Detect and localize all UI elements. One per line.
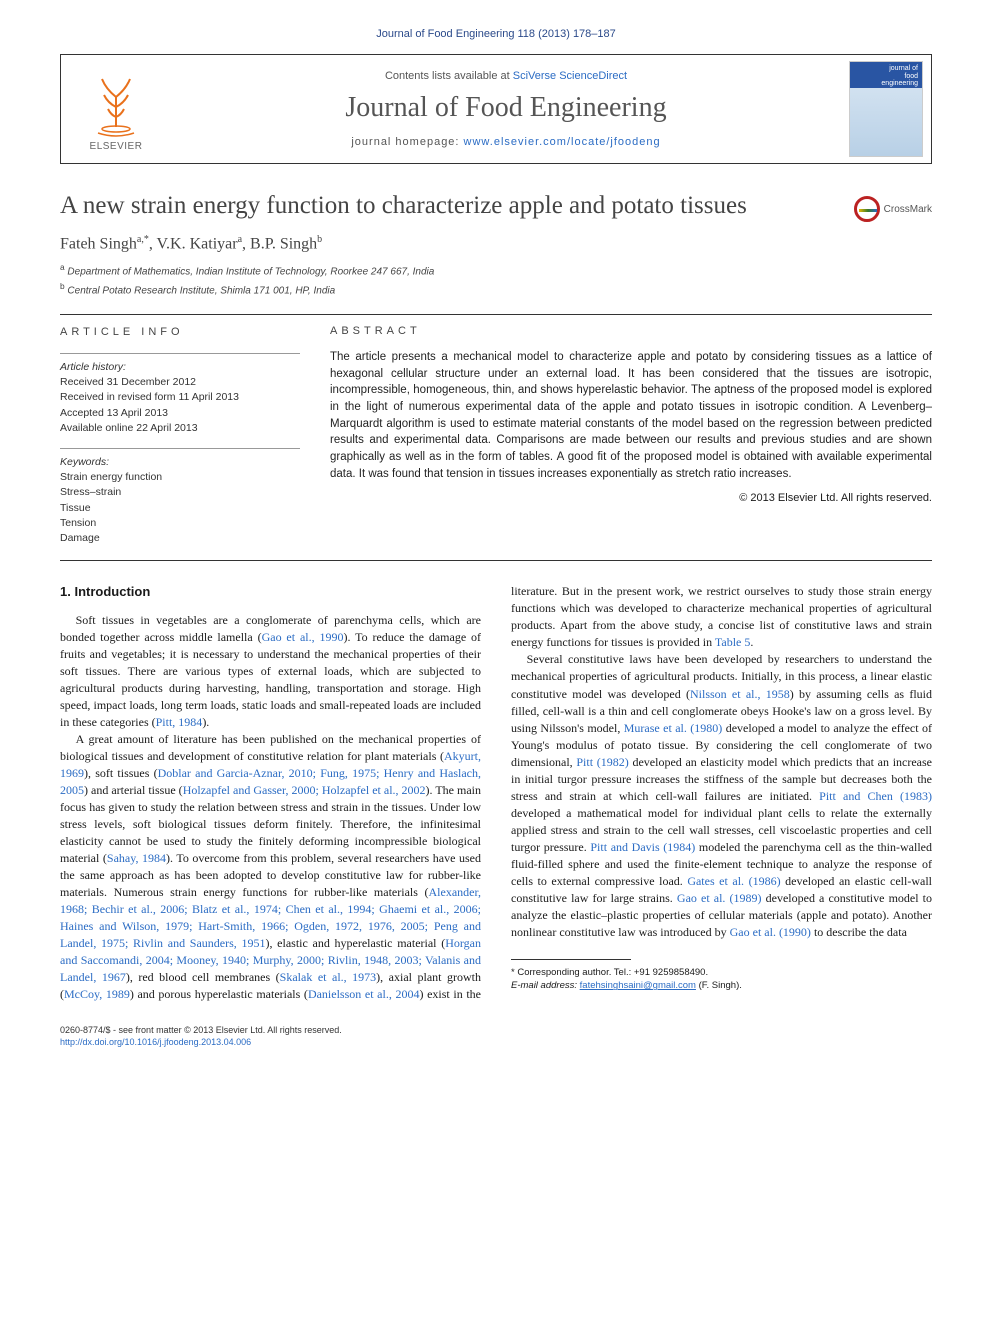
footnote-separator (511, 959, 631, 960)
cite-murase[interactable]: Murase et al. (1980) (624, 721, 723, 735)
kw-1: Stress–strain (60, 485, 300, 500)
abstract-text: The article presents a mechanical model … (330, 349, 932, 482)
homepage-line: journal homepage: www.elsevier.com/locat… (179, 136, 833, 148)
email-link[interactable]: fatehsinghsaini@gmail.com (580, 980, 696, 991)
publisher-name: ELSEVIER (90, 141, 143, 152)
cite-mccoy[interactable]: McCoy, 1989 (64, 987, 130, 1001)
journal-name: Journal of Food Engineering (179, 92, 833, 124)
cite-gates[interactable]: Gates et al. (1986) (687, 874, 780, 888)
cite-danielsson[interactable]: Danielsson et al., 2004 (308, 987, 420, 1001)
crossmark-icon (854, 196, 880, 222)
email-label: E-mail address: (511, 980, 577, 991)
abstract-head: ABSTRACT (330, 325, 932, 337)
crossmark-widget[interactable]: CrossMark (854, 196, 932, 222)
cite-pitt-chen[interactable]: Pitt and Chen (1983) (819, 789, 932, 803)
cite-holzapfel[interactable]: Holzapfel and Gasser, 2000; Holzapfel et… (183, 783, 426, 797)
cite-nilsson[interactable]: Nilsson et al., 1958 (690, 687, 790, 701)
cite-skalak[interactable]: Skalak et al., 1973 (280, 970, 377, 984)
kw-2: Tissue (60, 501, 300, 516)
sciencedirect-link[interactable]: SciVerse ScienceDirect (513, 70, 627, 82)
keywords-head: Keywords: (60, 455, 300, 470)
running-header: Journal of Food Engineering 118 (2013) 1… (60, 28, 932, 40)
author-1-affil: a,* (137, 234, 149, 245)
online-date: Available online 22 April 2013 (60, 421, 300, 436)
divider (60, 314, 932, 315)
contents-prefix: Contents lists available at (385, 70, 513, 82)
elsevier-tree-icon (84, 67, 148, 139)
cover-l3: engineering (881, 80, 918, 87)
footer: 0260-8774/$ - see front matter © 2013 El… (60, 1024, 932, 1049)
journal-cover-thumb: journal of food engineering (841, 55, 931, 163)
cover-l1: journal of (889, 65, 918, 72)
article-info-head: ARTICLE INFO (60, 325, 300, 341)
author-2: , V.K. Katiyar (149, 235, 238, 252)
cite-gao-1989[interactable]: Gao et al. (1989) (677, 891, 762, 905)
history-head: Article history: (60, 360, 300, 375)
homepage-prefix: journal homepage: (351, 136, 463, 148)
front-matter: 0260-8774/$ - see front matter © 2013 El… (60, 1024, 932, 1037)
abstract-block: ABSTRACT The article presents a mechanic… (330, 325, 932, 546)
crossmark-label: CrossMark (884, 204, 932, 215)
divider-main (60, 560, 932, 561)
cite-pitt-1982[interactable]: Pitt (1982) (576, 755, 628, 769)
homepage-link[interactable]: www.elsevier.com/locate/jfoodeng (464, 136, 661, 148)
body-columns: 1. Introduction Soft tissues in vegetabl… (60, 583, 932, 1003)
article-title: A new strain energy function to characte… (60, 192, 854, 220)
author-1[interactable]: Fateh Singh (60, 235, 137, 252)
email-who: (F. Singh). (699, 980, 742, 991)
footnotes: * Corresponding author. Tel.: +91 925985… (511, 966, 932, 993)
affil-b: Central Potato Research Institute, Shiml… (67, 285, 335, 296)
contents-line: Contents lists available at SciVerse Sci… (179, 70, 833, 82)
section-1-head: 1. Introduction (60, 583, 481, 601)
cover-l2: food (904, 73, 918, 80)
author-3: , B.P. Singh (242, 235, 317, 252)
para-3: Several constitutive laws have been deve… (511, 651, 932, 941)
publisher-logo-block: ELSEVIER (61, 59, 171, 160)
doi-link[interactable]: http://dx.doi.org/10.1016/j.jfoodeng.201… (60, 1037, 251, 1047)
cite-pitt-davis[interactable]: Pitt and Davis (1984) (590, 840, 695, 854)
revised-date: Received in revised form 11 April 2013 (60, 390, 300, 405)
cite-gao-1990[interactable]: Gao et al., 1990 (262, 630, 344, 644)
received-date: Received 31 December 2012 (60, 375, 300, 390)
banner-center: Contents lists available at SciVerse Sci… (171, 60, 841, 158)
copyright: © 2013 Elsevier Ltd. All rights reserved… (330, 492, 932, 504)
cite-table5[interactable]: Table 5 (715, 635, 750, 649)
journal-cover-icon: journal of food engineering (849, 61, 923, 157)
kw-0: Strain energy function (60, 470, 300, 485)
corresponding-note: * Corresponding author. Tel.: +91 925985… (511, 966, 932, 979)
cite-sahay[interactable]: Sahay, 1984 (107, 851, 166, 865)
kw-3: Tension (60, 516, 300, 531)
cite-pitt-1984[interactable]: Pitt, 1984 (156, 715, 203, 729)
kw-4: Damage (60, 531, 300, 546)
para-1: Soft tissues in vegetables are a conglom… (60, 612, 481, 731)
author-list: Fateh Singha,*, V.K. Katiyara, B.P. Sing… (60, 234, 932, 253)
author-3-affil: b (317, 234, 322, 245)
affiliations: a Department of Mathematics, Indian Inst… (60, 261, 932, 298)
accepted-date: Accepted 13 April 2013 (60, 406, 300, 421)
affil-a: Department of Mathematics, Indian Instit… (67, 267, 434, 278)
journal-banner: ELSEVIER Contents lists available at Sci… (60, 54, 932, 164)
cite-gao-1990b[interactable]: Gao et al. (1990) (730, 925, 811, 939)
article-info: ARTICLE INFO Article history: Received 3… (60, 325, 300, 546)
